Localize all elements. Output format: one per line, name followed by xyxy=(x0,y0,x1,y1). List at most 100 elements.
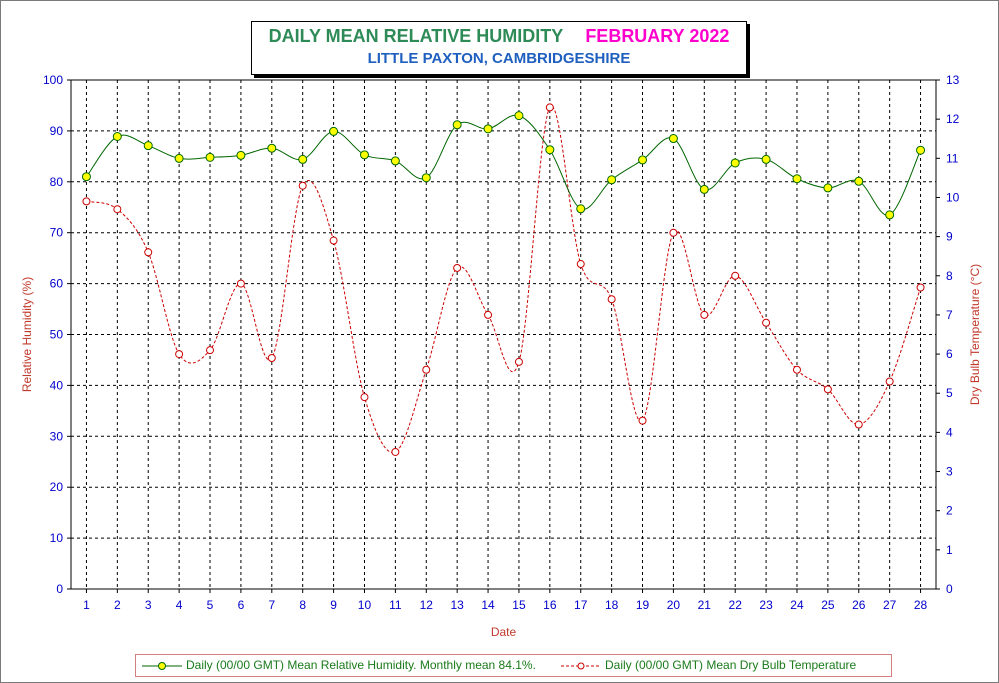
humidity-point xyxy=(545,145,555,155)
humidity-point xyxy=(205,152,215,162)
temperature-point xyxy=(731,271,740,280)
y-tick-label: 20 xyxy=(50,480,64,494)
humidity-series-line xyxy=(86,114,922,216)
temperature-point xyxy=(514,357,523,366)
humidity-point xyxy=(761,154,771,164)
x-tick-label: 16 xyxy=(543,598,557,612)
x-tick-label: 18 xyxy=(605,598,619,612)
chart-title: DAILY MEAN RELATIVE HUMIDITY xyxy=(268,26,564,46)
y2-tick-label: 1 xyxy=(946,543,953,557)
temperature-point xyxy=(792,365,801,374)
humidity-point xyxy=(514,111,524,121)
y2-tick-label: 6 xyxy=(946,347,953,361)
temperature-point xyxy=(453,263,462,272)
x-tick-label: 2 xyxy=(114,598,121,612)
temperature-point xyxy=(391,447,400,456)
y2-tick-label: 11 xyxy=(946,151,959,165)
temperature-point xyxy=(762,318,771,327)
humidity-point xyxy=(267,143,277,153)
x-tick-label: 3 xyxy=(145,598,152,612)
temperature-point xyxy=(206,346,215,355)
y-tick-label: 100 xyxy=(43,73,63,87)
temperature-point xyxy=(236,279,245,288)
humidity-point xyxy=(668,134,678,144)
y2-tick-label: 4 xyxy=(946,425,953,439)
humidity-point xyxy=(916,145,926,155)
temperature-point xyxy=(360,393,369,402)
chart-subtitle: LITTLE PAXTON, CAMBRIDGESHIRE xyxy=(367,50,631,67)
x-tick-label: 8 xyxy=(299,598,306,612)
y2-tick-label: 9 xyxy=(946,230,953,244)
temperature-point xyxy=(545,103,554,112)
x-tick-label: 6 xyxy=(238,598,245,612)
x-tick-label: 28 xyxy=(914,598,928,612)
x-tick-label: 14 xyxy=(481,598,495,612)
humidity-point xyxy=(854,176,864,186)
x-tick-label: 20 xyxy=(667,598,681,612)
humidity-point xyxy=(885,210,895,220)
y2-tick-label: 13 xyxy=(946,73,960,87)
temperature-point xyxy=(700,310,709,319)
x-tick-label: 21 xyxy=(698,598,712,612)
humidity-point xyxy=(483,124,493,134)
y-tick-label: 70 xyxy=(50,226,64,240)
x-tick-label: 27 xyxy=(883,598,897,612)
y-tick-label: 10 xyxy=(50,531,64,545)
y-tick-label: 30 xyxy=(50,429,64,443)
temperature-point xyxy=(298,181,307,190)
temperature-point xyxy=(329,236,338,245)
legend-temperature-label: Daily (00/00 GMT) Mean Dry Bulb Temperat… xyxy=(605,658,857,672)
temperature-point xyxy=(916,283,925,292)
legend-item-humidity: Daily (00/00 GMT) Mean Relative Humidity… xyxy=(142,658,536,672)
humidity-point xyxy=(823,183,833,193)
y-axis-title: Relative Humidity (%) xyxy=(20,277,34,392)
temperature-point xyxy=(607,295,616,304)
humidity-point xyxy=(730,158,740,168)
humidity-point xyxy=(143,141,153,151)
y2-tick-label: 3 xyxy=(946,465,953,479)
x-tick-label: 25 xyxy=(821,598,835,612)
humidity-point xyxy=(298,154,308,164)
chart-legend: Daily (00/00 GMT) Mean Relative Humidity… xyxy=(135,654,892,677)
x-tick-label: 12 xyxy=(420,598,434,612)
x-tick-label: 11 xyxy=(389,598,402,612)
humidity-point xyxy=(792,174,802,184)
y2-tick-label: 0 xyxy=(946,582,953,596)
y-tick-label: 0 xyxy=(56,582,63,596)
y-tick-label: 80 xyxy=(50,175,64,189)
x-tick-label: 4 xyxy=(176,598,183,612)
temperature-point xyxy=(82,197,91,206)
humidity-point xyxy=(174,153,184,163)
x-tick-label: 17 xyxy=(574,598,588,612)
temperature-point xyxy=(267,353,276,362)
legend-temperature-symbol xyxy=(561,662,601,670)
y2-axis-title: Dry Bulb Temperature (°C) xyxy=(968,264,982,405)
humidity-point xyxy=(236,150,246,160)
x-tick-label: 26 xyxy=(852,598,866,612)
x-tick-label: 1 xyxy=(83,598,90,612)
x-tick-label: 19 xyxy=(636,598,650,612)
humidity-point xyxy=(359,150,369,160)
humidity-point xyxy=(699,184,709,194)
y-tick-label: 40 xyxy=(50,378,64,392)
x-axis-title: Date xyxy=(491,625,517,639)
temperature-point xyxy=(422,365,431,374)
temperature-point xyxy=(823,385,832,394)
chart-title-month: FEBRUARY 2022 xyxy=(585,26,730,46)
x-tick-label: 5 xyxy=(207,598,214,612)
y2-tick-label: 2 xyxy=(946,504,953,518)
y2-tick-label: 10 xyxy=(946,190,960,204)
temperature-point xyxy=(854,420,863,429)
x-tick-label: 23 xyxy=(759,598,773,612)
temperature-point xyxy=(144,248,153,257)
legend-humidity-label: Daily (00/00 GMT) Mean Relative Humidity… xyxy=(186,658,536,672)
humidity-point xyxy=(81,172,91,182)
temperature-point xyxy=(576,260,585,269)
x-tick-label: 10 xyxy=(358,598,372,612)
y2-tick-label: 12 xyxy=(946,112,960,126)
temperature-point xyxy=(885,377,894,386)
x-tick-label: 15 xyxy=(512,598,526,612)
humidity-point xyxy=(607,175,617,185)
x-tick-label: 24 xyxy=(790,598,804,612)
